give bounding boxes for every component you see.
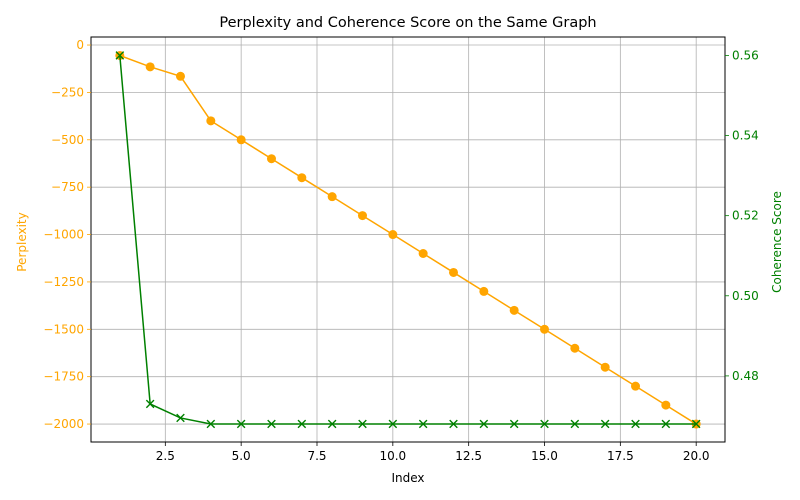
y-axis-right: 0.48 0.50 0.52 0.54 0.56	[725, 48, 759, 383]
y-axis-left: 0 −250 −500 −750 −1000 −1250 −1500 −1750 −2000	[43, 38, 91, 431]
perplexity-point	[327, 192, 337, 202]
coherence-point	[631, 419, 640, 429]
y-axis-left-title: Perplexity	[15, 212, 29, 272]
chart-title: Perplexity and Coherence Score on the Sa…	[219, 15, 596, 31]
x-tick-label: 7.5	[307, 449, 326, 463]
grid-lines	[91, 37, 725, 442]
y-left-tick-label: −1750	[43, 370, 84, 384]
perplexity-point	[388, 230, 398, 240]
x-tick-label: 15.0	[531, 449, 558, 463]
coherence-point	[327, 419, 337, 429]
coherence-point	[206, 419, 216, 429]
coherence-point	[570, 419, 580, 429]
y-right-tick-label: 0.54	[732, 129, 759, 143]
perplexity-point	[145, 62, 155, 72]
coherence-point	[540, 419, 549, 429]
perplexity-point	[357, 211, 367, 221]
coherence-point	[449, 419, 458, 429]
coherence-point	[600, 419, 610, 429]
perplexity-point	[661, 400, 671, 410]
coherence-point	[145, 399, 155, 409]
perplexity-point	[479, 286, 489, 296]
y-left-tick-label: −1250	[43, 275, 84, 289]
coherence-point	[115, 51, 125, 60]
coherence-point	[661, 419, 671, 429]
y-left-tick-label: 0	[76, 38, 84, 52]
y-axis-right-title: Coherence Score	[770, 191, 784, 293]
y-left-tick-label: −2000	[43, 417, 84, 431]
y-left-tick-label: −500	[51, 133, 84, 147]
y-left-tick-label: −250	[51, 85, 84, 99]
plot-frame	[90, 36, 726, 443]
y-right-tick-label: 0.56	[732, 48, 759, 62]
x-tick-label: 17.5	[607, 449, 634, 463]
coherence-point	[509, 419, 519, 429]
x-axis-title: Index	[391, 471, 424, 485]
x-tick-label: 2.5	[156, 449, 175, 463]
y-left-tick-label: −1000	[43, 228, 84, 242]
perplexity-point	[509, 305, 519, 315]
x-tick-label: 10.0	[379, 449, 406, 463]
perplexity-point	[175, 71, 185, 81]
plot-series	[115, 50, 701, 429]
coherence-point	[388, 419, 398, 429]
coherence-line	[119, 55, 697, 425]
y-left-tick-label: −1500	[43, 322, 84, 336]
coherence-point	[691, 419, 701, 429]
coherence-point	[479, 419, 489, 429]
x-axis: 2.5 5.0 7.5 10.0 12.5 15.0 17.5 20.0	[156, 442, 710, 463]
y-left-tick-label: −750	[51, 180, 84, 194]
y-right-tick-label: 0.50	[732, 289, 759, 303]
coherence-point	[358, 419, 367, 429]
y-right-tick-label: 0.52	[732, 209, 759, 223]
perplexity-point	[266, 154, 276, 164]
perplexity-point	[540, 324, 550, 334]
perplexity-point	[631, 381, 641, 391]
x-tick-label: 20.0	[683, 449, 710, 463]
y-right-tick-label: 0.48	[732, 369, 759, 383]
perplexity-point	[297, 173, 307, 183]
coherence-point	[297, 419, 307, 429]
perplexity-point	[418, 248, 428, 258]
coherence-point	[418, 419, 428, 429]
perplexity-point	[600, 362, 610, 372]
perplexity-point	[449, 267, 459, 277]
perplexity-point	[570, 343, 580, 353]
coherence-point	[236, 419, 246, 429]
coherence-point	[176, 413, 185, 423]
x-tick-label: 5.0	[232, 449, 251, 463]
coherence-point	[267, 419, 276, 429]
perplexity-point	[206, 116, 216, 126]
x-tick-label: 12.5	[455, 449, 482, 463]
perplexity-line	[119, 54, 697, 425]
perplexity-point	[236, 135, 246, 145]
